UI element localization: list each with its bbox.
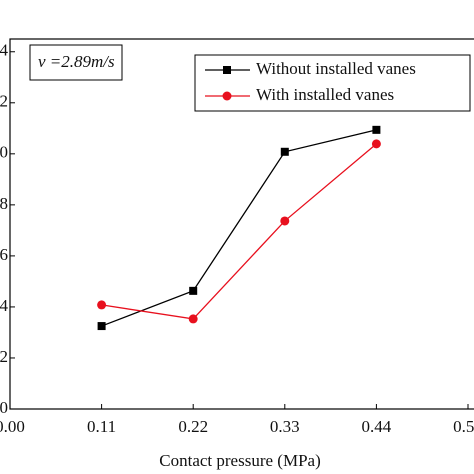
x-tick-label: 0.11 xyxy=(87,417,116,436)
legend-marker xyxy=(222,91,232,101)
x-tick-label: 0.33 xyxy=(270,417,300,436)
y-tick-label: 1.2 xyxy=(0,92,8,111)
x-axis-label: Contact pressure (MPa) xyxy=(159,451,320,470)
data-point xyxy=(97,300,107,310)
data-point xyxy=(188,314,198,324)
x-tick-label: 0.44 xyxy=(362,417,392,436)
series-line xyxy=(101,143,377,320)
data-point xyxy=(189,286,198,295)
legend-label: With installed vanes xyxy=(256,85,394,104)
y-tick-label: 0.6 xyxy=(0,245,8,264)
annotation-box xyxy=(29,44,123,81)
y-tick-label: 1.0 xyxy=(0,143,8,162)
x-tick-label: 0.55 xyxy=(453,417,474,436)
data-point xyxy=(372,125,381,134)
series-line xyxy=(101,129,377,327)
data-point xyxy=(280,216,290,226)
data-point xyxy=(371,139,381,149)
data-point xyxy=(280,147,289,156)
legend-marker xyxy=(223,66,231,74)
y-tick-label: 0.8 xyxy=(0,194,8,213)
annotation: v =2.89m/s xyxy=(38,52,115,71)
legend-box xyxy=(194,54,471,112)
y-tick-label: 0.4 xyxy=(0,296,9,315)
plot-frame xyxy=(9,38,474,410)
legend-label: Without installed vanes xyxy=(256,59,416,78)
y-tick-label: 0.0 xyxy=(0,398,8,417)
x-tick-label: 0.22 xyxy=(178,417,208,436)
data-point xyxy=(97,322,106,331)
y-tick-label: 1.4 xyxy=(0,41,9,60)
x-tick-label: 0.00 xyxy=(0,417,25,436)
y-tick-label: 0.2 xyxy=(0,347,8,366)
